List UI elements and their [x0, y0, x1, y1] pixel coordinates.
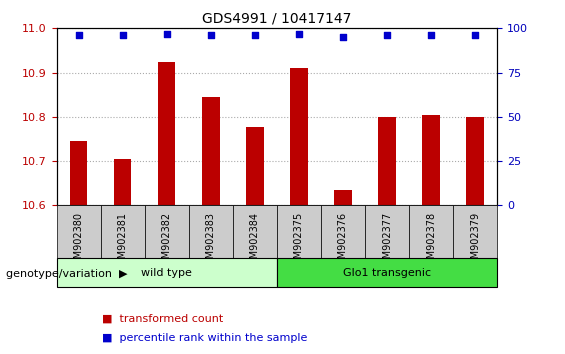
Text: GSM902377: GSM902377	[382, 212, 392, 271]
Bar	[189, 205, 233, 258]
Point	[74, 33, 83, 38]
Title: GDS4991 / 10417147: GDS4991 / 10417147	[202, 12, 351, 26]
Bar	[277, 258, 497, 287]
Point	[427, 33, 436, 38]
Point	[118, 33, 127, 38]
Point	[294, 31, 303, 36]
Bar	[114, 159, 132, 205]
Bar	[246, 126, 264, 205]
Text: GSM902380: GSM902380	[73, 212, 84, 271]
Bar	[56, 258, 277, 287]
Text: GSM902382: GSM902382	[162, 212, 172, 271]
Bar	[101, 205, 145, 258]
Point	[383, 33, 392, 38]
Bar	[365, 205, 409, 258]
Bar	[145, 205, 189, 258]
Point	[250, 33, 259, 38]
Bar	[233, 205, 277, 258]
Text: Glo1 transgenic: Glo1 transgenic	[343, 268, 431, 278]
Bar	[158, 62, 176, 205]
Text: GSM902375: GSM902375	[294, 212, 304, 271]
Bar	[453, 205, 497, 258]
Text: GSM902383: GSM902383	[206, 212, 216, 271]
Text: GSM902378: GSM902378	[426, 212, 436, 271]
Bar	[334, 190, 352, 205]
Bar	[409, 205, 453, 258]
Bar	[422, 115, 440, 205]
Bar	[277, 205, 321, 258]
Point	[471, 33, 480, 38]
Point	[338, 34, 347, 40]
Bar	[290, 68, 308, 205]
Text: GSM902381: GSM902381	[118, 212, 128, 271]
Text: wild type: wild type	[141, 268, 192, 278]
Bar	[202, 97, 220, 205]
Point	[162, 31, 171, 36]
Text: GSM902376: GSM902376	[338, 212, 348, 271]
Text: GSM902384: GSM902384	[250, 212, 260, 271]
Bar	[56, 205, 101, 258]
Point	[206, 33, 215, 38]
Bar	[321, 205, 365, 258]
Text: genotype/variation  ▶: genotype/variation ▶	[6, 269, 127, 279]
Bar	[378, 117, 396, 205]
Text: GSM902379: GSM902379	[470, 212, 480, 271]
Bar	[466, 117, 484, 205]
Bar	[69, 141, 88, 205]
Text: ■  percentile rank within the sample: ■ percentile rank within the sample	[102, 333, 307, 343]
Text: ■  transformed count: ■ transformed count	[102, 314, 223, 324]
